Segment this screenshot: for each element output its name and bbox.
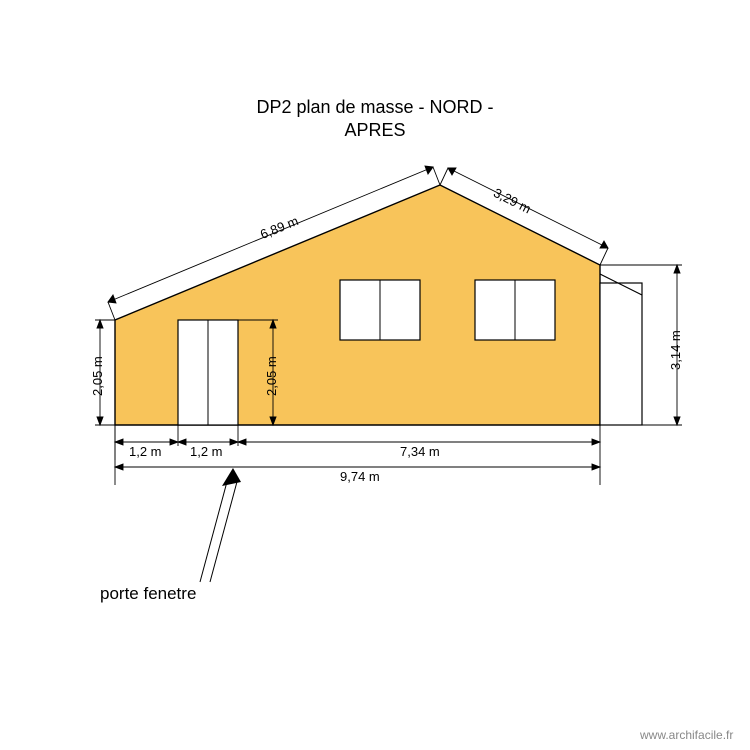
dim-right-height-label: 3,14 m [668, 330, 683, 370]
dim-bottom-total-label: 9,74 m [340, 469, 380, 484]
dim-left-height-label: 2,05 m [90, 356, 105, 396]
dim-bottom-seg2-label: 1,2 m [190, 444, 223, 459]
annotation-arrow [200, 468, 241, 582]
dim-bottom-seg3-label: 7,34 m [400, 444, 440, 459]
window-1 [340, 280, 420, 340]
side-annex [600, 274, 642, 425]
watermark: www.archifacile.fr [640, 728, 733, 742]
dim-door-height-label: 2,05 m [264, 356, 279, 396]
annotation-porte-fenetre: porte fenetre [100, 584, 196, 604]
elevation-drawing [0, 0, 750, 750]
dim-bottom-seg1-label: 1,2 m [129, 444, 162, 459]
window-2 [475, 280, 555, 340]
door-porte-fenetre [178, 320, 238, 425]
